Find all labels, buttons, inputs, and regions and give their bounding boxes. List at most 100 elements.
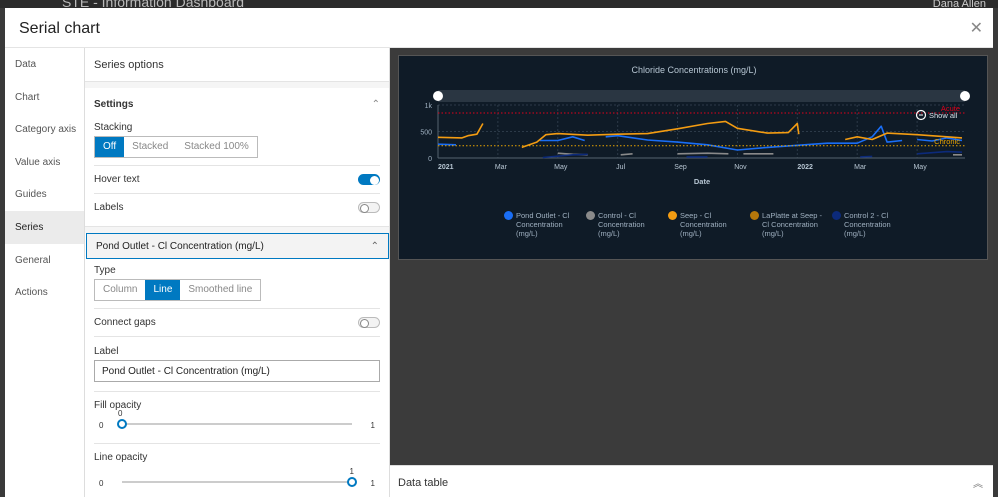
app-header: STE - Information Dashboard Dana Allen [0, 0, 998, 8]
y-tick-label: 500 [420, 130, 432, 137]
user-name[interactable]: Dana Allen [932, 0, 986, 8]
x-axis-title: Date [694, 177, 710, 186]
series-line-2 [437, 120, 963, 149]
hover-text-label: Hover text [94, 174, 140, 185]
zoom-out-icon[interactable] [915, 109, 927, 121]
line-opacity-max: 1 [370, 479, 375, 488]
series-line-0 [437, 125, 963, 151]
line-opacity-slider[interactable]: 1 0 1 [94, 467, 380, 491]
legend-item[interactable]: LaPlatte at Seep - Cl Concentration (mg/… [750, 211, 826, 238]
x-tick-label: May [554, 164, 568, 171]
fill-opacity-value: 0 [118, 409, 123, 418]
legend-item[interactable]: Seep - Cl Concentration (mg/L) [668, 211, 744, 238]
y-tick-label: 1k [425, 103, 433, 110]
x-tick-label: Jul [616, 164, 625, 171]
guide-label-acute: Acute [941, 104, 960, 113]
legend-item[interactable]: Control 2 - Cl Concentration (mg/L) [832, 211, 908, 238]
stacking-option-off[interactable]: Off [95, 137, 125, 157]
chart-preview-area: Chloride Concentrations (mg/L) 0 500 1k 2021… [390, 48, 993, 497]
stacking-segmented-control: Off Stacked Stacked 100% [94, 136, 258, 158]
labels-label: Labels [94, 202, 124, 213]
legend-marker [750, 211, 759, 220]
chevron-double-up-icon[interactable]: ︽ [973, 479, 983, 490]
dialog-title: Serial chart [19, 20, 100, 37]
fill-opacity-handle[interactable] [117, 419, 127, 429]
chart-legend: Pond Outlet - Cl Concentration (mg/L) Con… [504, 211, 908, 238]
legend-marker [668, 211, 677, 220]
line-opacity-label: Line opacity [94, 452, 148, 463]
nav-item-guides[interactable]: Guides [15, 189, 47, 201]
dialog-header: Serial chart ✕ [5, 8, 993, 48]
nav-item-value-axis[interactable]: Value axis [15, 156, 61, 168]
scrollbar-start-handle[interactable] [433, 91, 443, 101]
chevron-up-icon: ⌃ [371, 99, 380, 110]
legend-label: Control - Cl Concentration (mg/L) [598, 211, 645, 238]
nav-item-general[interactable]: General [15, 254, 51, 266]
nav-item-actions[interactable]: Actions [15, 287, 48, 299]
settings-nav: Data Chart Category axis Value axis Guides Se… [5, 48, 85, 497]
stacking-label: Stacking [94, 122, 133, 133]
stacking-option-stacked[interactable]: Stacked [132, 141, 169, 152]
fill-opacity-label: Fill opacity [94, 400, 142, 411]
series-options-panel: Series options Settings ⌃ Stacking Off St… [85, 48, 390, 497]
hover-text-toggle[interactable] [358, 174, 380, 185]
fill-opacity-min: 0 [99, 421, 104, 430]
connect-gaps-label: Connect gaps [94, 317, 156, 328]
legend-label: Pond Outlet - Cl Concentration (mg/L) [516, 211, 570, 238]
settings-section-header[interactable]: Settings ⌃ [85, 88, 389, 122]
fill-opacity-max: 1 [370, 421, 375, 430]
legend-item[interactable]: Control - Cl Concentration (mg/L) [586, 211, 662, 238]
x-tick-label: May [913, 164, 927, 171]
type-label: Type [94, 265, 116, 276]
settings-label: Settings [94, 99, 134, 110]
stacking-option-stacked-100-[interactable]: Stacked 100% [184, 141, 249, 152]
type-option-line[interactable]: Line [145, 280, 181, 300]
type-option-column[interactable]: Column [103, 284, 138, 295]
scrollbar-end-handle[interactable] [960, 91, 970, 101]
data-table-bar[interactable]: Data table ︽ [390, 465, 993, 497]
guide-label-chronic: Chronic [934, 137, 960, 146]
type-option-smoothed-line[interactable]: Smoothed line [188, 284, 253, 295]
serial-chart-dialog: Serial chart ✕ Data Chart Category axis Val… [5, 8, 993, 497]
x-tick-label: Nov [734, 164, 747, 171]
y-tick-label: 0 [428, 156, 432, 163]
line-opacity-min: 0 [99, 479, 104, 488]
series-line-4 [542, 150, 963, 159]
legend-item[interactable]: Pond Outlet - Cl Concentration (mg/L) [504, 211, 580, 238]
series-label-input[interactable]: Pond Outlet - Cl Concentration (mg/L) [94, 360, 380, 382]
label-field-label: Label [94, 346, 119, 357]
legend-label: Control 2 - Cl Concentration (mg/L) [844, 211, 891, 238]
nav-item-category-axis[interactable]: Category axis [15, 124, 77, 136]
x-tick-label: Mar [495, 164, 508, 171]
line-opacity-handle[interactable] [347, 477, 357, 487]
chart-title: Chloride Concentrations (mg/L) [631, 65, 756, 75]
line-opacity-value: 1 [349, 467, 354, 476]
app-title: STE - Information Dashboard [62, 0, 245, 8]
close-icon[interactable]: ✕ [969, 20, 983, 37]
x-tick-label: 2022 [797, 164, 813, 171]
legend-label: LaPlatte at Seep - Cl Concentration (mg/… [762, 211, 823, 238]
chart-card: Chloride Concentrations (mg/L) 0 500 1k 2021… [398, 55, 988, 260]
chevron-up-icon: ⌃ [370, 240, 379, 252]
legend-label: Seep - Cl Concentration (mg/L) [680, 211, 727, 238]
series-line-1 [557, 152, 962, 156]
x-tick-label: Mar [854, 164, 867, 171]
nav-item-series[interactable]: Series [5, 210, 84, 244]
connect-gaps-toggle[interactable] [358, 317, 380, 328]
legend-marker [586, 211, 595, 220]
labels-toggle[interactable] [358, 202, 380, 213]
panel-title: Series options [85, 48, 389, 82]
x-tick-label: 2021 [438, 164, 454, 171]
fill-opacity-slider[interactable]: 0 0 1 [94, 409, 380, 433]
x-tick-label: Sep [674, 164, 687, 171]
legend-marker [832, 211, 841, 220]
scrollbar-track [438, 90, 965, 102]
nav-item-chart[interactable]: Chart [15, 91, 40, 103]
series-name: Pond Outlet - Cl Concentration (mg/L) [96, 240, 264, 252]
line-chart[interactable]: Chloride Concentrations (mg/L) 0 500 1k 2021… [399, 56, 989, 261]
nav-item-data[interactable]: Data [15, 59, 37, 70]
legend-marker [504, 211, 513, 220]
show-all-button[interactable]: Show all [929, 111, 958, 120]
series-accordion-header[interactable]: Pond Outlet - Cl Concentration (mg/L) ⌃ [86, 233, 389, 259]
type-segmented-control: Column Line Smoothed line [94, 279, 262, 301]
